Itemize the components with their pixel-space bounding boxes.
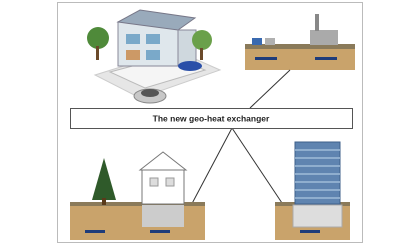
- label: The new geo-heat exchanger: [153, 113, 270, 123]
- page: The new geo-heat exchanger (() =>: [0, 0, 420, 249]
- diagram: The new geo-heat exchanger: [0, 0, 420, 249]
